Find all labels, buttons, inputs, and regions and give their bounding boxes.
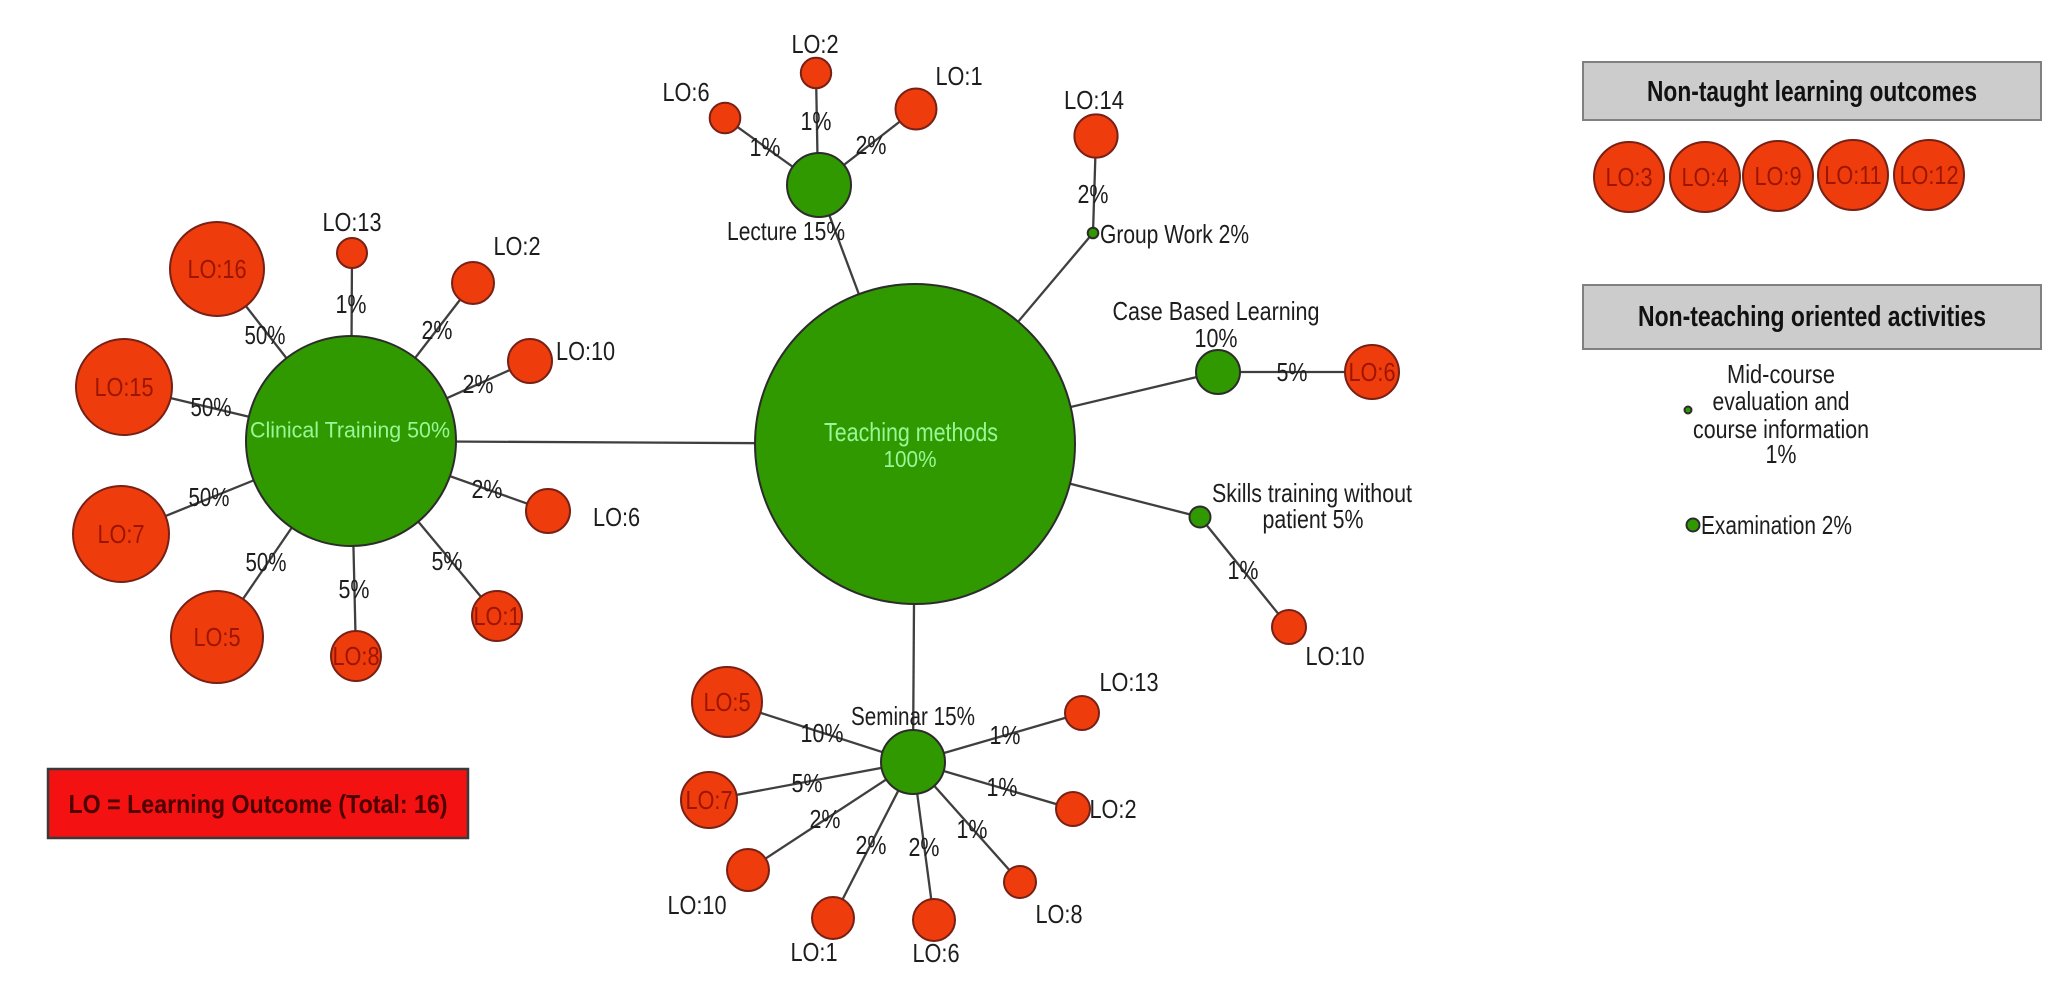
svg-text:LO:2: LO:2: [493, 231, 540, 261]
svg-text:5%: 5%: [1277, 357, 1308, 387]
svg-text:LO:10: LO:10: [1305, 641, 1364, 671]
svg-text:5%: 5%: [792, 768, 823, 798]
svg-text:LO:11: LO:11: [1824, 160, 1882, 190]
svg-text:2%: 2%: [422, 315, 453, 345]
svg-text:Case Based Learning: Case Based Learning: [1113, 296, 1320, 326]
svg-text:patient 5%: patient 5%: [1263, 504, 1364, 534]
svg-text:1%: 1%: [1228, 555, 1259, 585]
svg-text:LO:7: LO:7: [97, 519, 144, 549]
svg-text:LO:8: LO:8: [332, 641, 379, 671]
svg-text:10%: 10%: [1195, 323, 1238, 353]
svg-text:Clinical Training 50%: Clinical Training 50%: [250, 418, 450, 443]
svg-text:LO:8: LO:8: [1035, 899, 1082, 929]
svg-text:Examination 2%: Examination 2%: [1701, 510, 1852, 540]
svg-text:1%: 1%: [990, 720, 1021, 750]
svg-text:1%: 1%: [987, 772, 1018, 802]
svg-text:evaluation and: evaluation and: [1713, 386, 1850, 416]
svg-text:2%: 2%: [472, 474, 503, 504]
svg-text:LO:6: LO:6: [662, 77, 709, 107]
svg-text:Group Work 2%: Group Work 2%: [1100, 219, 1249, 249]
svg-text:course information: course information: [1693, 414, 1869, 444]
svg-text:LO:6: LO:6: [912, 938, 959, 968]
svg-text:2%: 2%: [909, 832, 940, 862]
svg-text:2%: 2%: [856, 830, 887, 860]
svg-text:1%: 1%: [336, 289, 367, 319]
svg-text:LO:6: LO:6: [1348, 357, 1395, 387]
svg-text:100%: 100%: [884, 446, 937, 472]
svg-text:1%: 1%: [750, 132, 781, 162]
svg-text:LO:1: LO:1: [935, 61, 982, 91]
svg-text:Lecture 15%: Lecture 15%: [727, 216, 845, 246]
svg-text:5%: 5%: [339, 574, 370, 604]
svg-text:50%: 50%: [191, 392, 232, 422]
svg-text:50%: 50%: [189, 482, 230, 512]
svg-text:LO:4: LO:4: [1681, 162, 1728, 192]
svg-text:2%: 2%: [856, 130, 887, 160]
svg-text:LO:10: LO:10: [667, 890, 726, 920]
svg-text:LO:5: LO:5: [703, 687, 750, 717]
svg-text:LO:6: LO:6: [593, 502, 640, 532]
svg-text:2%: 2%: [810, 804, 841, 834]
svg-text:LO:13: LO:13: [1099, 667, 1158, 697]
svg-text:10%: 10%: [801, 718, 844, 748]
svg-text:50%: 50%: [246, 547, 287, 577]
svg-text:5%: 5%: [432, 546, 463, 576]
svg-text:Mid-course: Mid-course: [1727, 359, 1835, 389]
svg-text:LO:13: LO:13: [322, 207, 381, 237]
svg-text:LO:3: LO:3: [1605, 162, 1652, 192]
svg-text:LO = Learning Outcome (Total:: LO = Learning Outcome (Total: 16): [69, 789, 448, 819]
svg-text:Skills training without: Skills training without: [1212, 478, 1413, 508]
svg-text:Teaching methods: Teaching methods: [824, 417, 998, 447]
svg-text:LO:12: LO:12: [1899, 160, 1958, 190]
svg-text:LO:10: LO:10: [556, 336, 615, 366]
svg-text:Seminar 15%: Seminar 15%: [851, 701, 975, 731]
svg-text:LO:2: LO:2: [1089, 794, 1136, 824]
svg-text:1%: 1%: [957, 814, 988, 844]
svg-text:LO:14: LO:14: [1064, 85, 1124, 115]
svg-text:LO:1: LO:1: [473, 601, 520, 631]
svg-text:LO:5: LO:5: [193, 622, 240, 652]
svg-text:1%: 1%: [801, 106, 832, 136]
svg-text:LO:9: LO:9: [1754, 161, 1801, 191]
svg-text:50%: 50%: [245, 320, 286, 350]
svg-text:Non-teaching oriented activiti: Non-teaching oriented activities: [1638, 301, 1986, 333]
svg-text:2%: 2%: [463, 369, 494, 399]
svg-text:LO:7: LO:7: [685, 785, 732, 815]
svg-text:2%: 2%: [1078, 179, 1109, 209]
svg-text:LO:2: LO:2: [791, 29, 838, 59]
svg-text:LO:16: LO:16: [187, 254, 246, 284]
svg-text:1%: 1%: [1766, 439, 1797, 469]
svg-text:LO:1: LO:1: [790, 937, 837, 967]
svg-text:Non-taught learning outcomes: Non-taught learning outcomes: [1647, 76, 1977, 108]
svg-text:LO:15: LO:15: [94, 372, 153, 402]
